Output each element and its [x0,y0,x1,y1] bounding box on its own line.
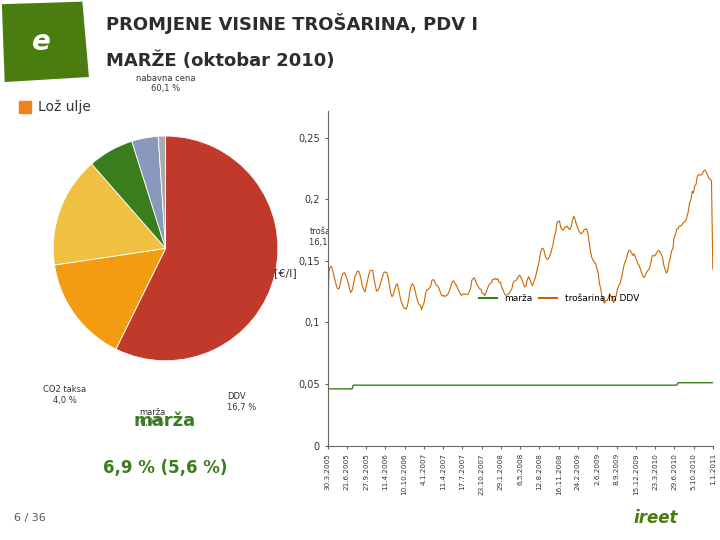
Text: trošarina
16,1 %: trošarina 16,1 % [310,227,347,247]
Wedge shape [158,136,166,248]
Wedge shape [53,164,166,265]
Legend: marža, trošarina In DDV: marža, trošarina In DDV [475,290,642,306]
Text: MARŽE (oktobar 2010): MARŽE (oktobar 2010) [106,51,335,70]
Text: 6 / 36: 6 / 36 [14,513,46,523]
Text: 6,9 % (5,6 %): 6,9 % (5,6 %) [102,458,227,477]
Wedge shape [116,136,278,361]
Text: ireet: ireet [634,509,678,527]
Text: PROMJENE VISINE TROŠARINA, PDV I: PROMJENE VISINE TROŠARINA, PDV I [106,13,478,34]
Polygon shape [2,2,89,82]
Text: e: e [32,28,50,56]
Wedge shape [55,248,166,349]
Text: Lož ulje: Lož ulje [38,99,91,114]
Wedge shape [91,141,166,248]
Text: CO2 taksa
4,0 %: CO2 taksa 4,0 % [43,386,86,405]
Text: DDV
16,7 %: DDV 16,7 % [228,392,256,411]
Y-axis label: [€/l]: [€/l] [274,268,297,278]
Text: nabavna cena
60,1 %: nabavna cena 60,1 % [136,74,195,93]
Text: marža: marža [134,412,196,430]
Wedge shape [132,136,166,248]
Text: marža
6,9 %: marža 6,9 % [139,408,166,427]
